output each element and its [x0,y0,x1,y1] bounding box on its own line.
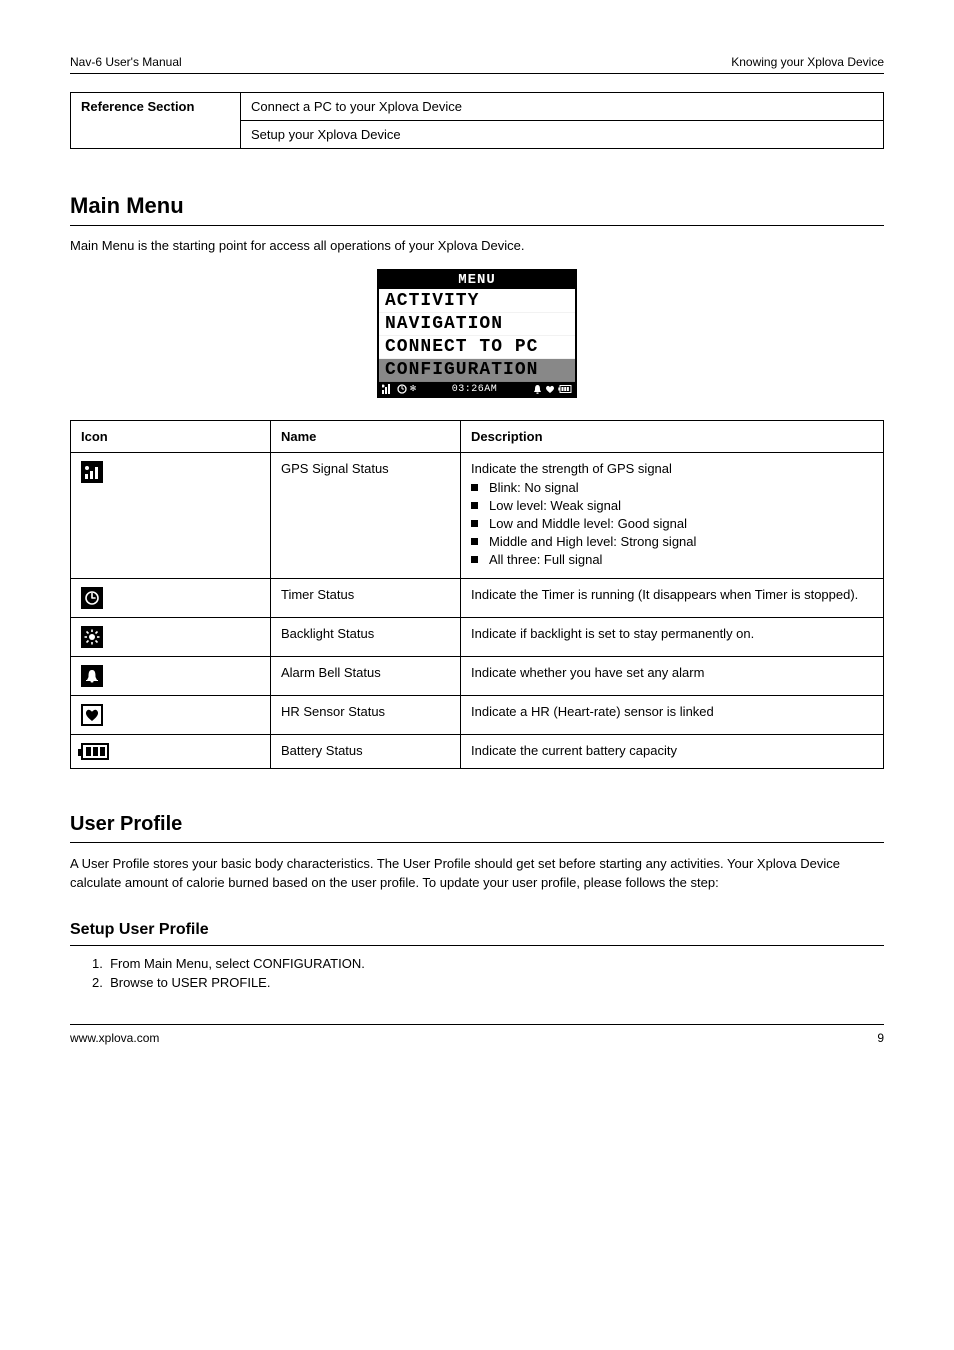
backlight-icon [81,626,103,648]
icon-table-header: Icon [71,421,271,453]
reference-section-table: Reference Section Connect a PC to your X… [70,92,884,149]
icon-description: Indicate the Timer is running (It disapp… [461,579,884,618]
section-rule [70,225,884,226]
icon-table-header-row: Icon Name Description [71,421,884,453]
list-item: Low level: Weak signal [471,498,873,513]
header-left: Nav-6 User's Manual [70,55,182,69]
section-heading-user-profile: User Profile [70,813,884,836]
icon-table-row: Battery Status Indicate the current batt… [71,735,884,769]
icon-description: Indicate a HR (Heart-rate) sensor is lin… [461,696,884,735]
icon-table-row: Backlight Status Indicate if backlight i… [71,618,884,657]
icon-description: Indicate the strength of GPS signal Blin… [461,453,884,579]
section-rule [70,945,884,946]
icon-description-intro: Indicate the strength of GPS signal [471,461,672,476]
icon-table-header: Description [461,421,884,453]
device-status-time: 03:26AM [452,384,498,395]
device-status-bar: ✻ 03:26AM [379,382,575,396]
step-text: From Main Menu, select CONFIGURATION. [110,956,365,971]
list-item: Low and Middle level: Good signal [471,516,873,531]
main-menu-intro: Main Menu is the starting point for acce… [70,238,884,253]
device-screen: MENU ACTIVITY NAVIGATION CONNECT TO PC C… [377,269,577,398]
icon-table-row: HR Sensor Status Indicate a HR (Heart-ra… [71,696,884,735]
reference-section-label: Reference Section [71,93,241,149]
bell-icon [533,384,542,394]
list-item: All three: Full signal [471,552,873,567]
icon-description: Indicate if backlight is set to stay per… [461,618,884,657]
device-screen-title: MENU [379,271,575,290]
device-menu-item: NAVIGATION [379,313,575,336]
icon-table-header: Name [271,421,461,453]
list-item: Middle and High level: Strong signal [471,534,873,549]
icon-name: GPS Signal Status [271,453,461,579]
icon-name: Backlight Status [271,618,461,657]
device-menu-item: CONNECT TO PC [379,336,575,359]
backlight-icon: ✻ [410,383,416,395]
icon-table-row: GPS Signal Status Indicate the strength … [71,453,884,579]
icon-table-row: Alarm Bell Status Indicate whether you h… [71,657,884,696]
step-item: 2. Browse to USER PROFILE. [92,975,884,990]
footer-left: www.xplova.com [70,1031,159,1045]
bell-icon [81,665,103,687]
icon-table-row: Timer Status Indicate the Timer is runni… [71,579,884,618]
icon-table: Icon Name Description GPS Signal Status … [70,420,884,769]
list-item: Blink: No signal [471,480,873,495]
page-header: Nav-6 User's Manual Knowing your Xplova … [70,55,884,74]
user-profile-text: A User Profile stores your basic body ch… [70,855,884,893]
subsection-heading-setup-profile: Setup User Profile [70,921,884,939]
setup-profile-steps: 1. From Main Menu, select CONFIGURATION.… [70,956,884,990]
heart-icon [81,704,103,726]
reference-row: Connect a PC to your Xplova Device [241,93,884,121]
header-right: Knowing your Xplova Device [731,55,884,69]
section-rule [70,842,884,843]
gps-levels-list: Blink: No signal Low level: Weak signal … [471,480,873,567]
device-menu-item-selected: CONFIGURATION [379,359,575,382]
footer-page-number: 9 [877,1031,884,1045]
clock-icon [397,384,407,394]
device-menu-item: ACTIVITY [379,290,575,313]
icon-name: Alarm Bell Status [271,657,461,696]
clock-icon [81,587,103,609]
battery-icon [81,743,109,760]
step-text: Browse to USER PROFILE. [110,975,270,990]
reference-row: Setup your Xplova Device [241,121,884,149]
icon-name: Battery Status [271,735,461,769]
icon-name: Timer Status [271,579,461,618]
step-item: 1. From Main Menu, select CONFIGURATION. [92,956,884,971]
icon-name: HR Sensor Status [271,696,461,735]
icon-description: Indicate whether you have set any alarm [461,657,884,696]
heart-icon [545,385,555,394]
gps-signal-icon [81,461,103,483]
icon-description: Indicate the current battery capacity [461,735,884,769]
page-footer: www.xplova.com 9 [70,1024,884,1045]
gps-signal-icon [382,384,394,394]
battery-icon [558,385,572,393]
section-heading-main-menu: Main Menu [70,193,884,219]
